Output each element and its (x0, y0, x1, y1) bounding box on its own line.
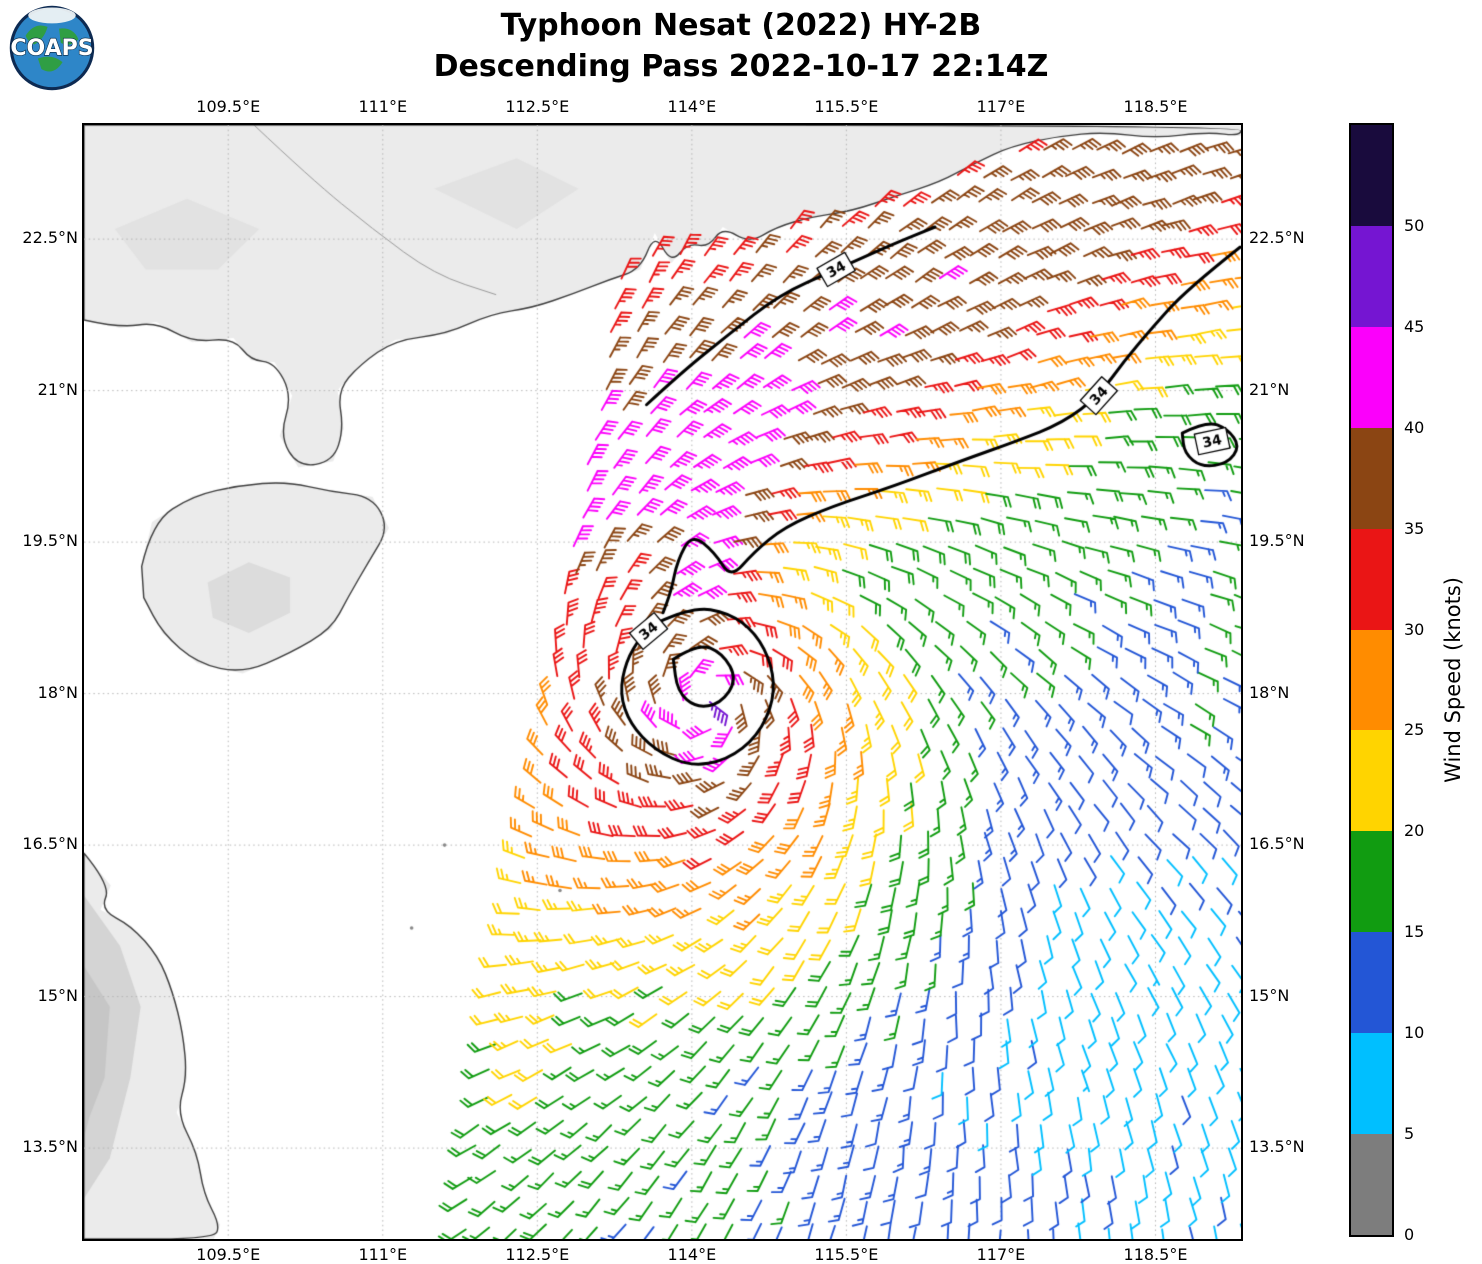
colorbar-tick-label: 40 (1404, 417, 1425, 437)
colorbar-segment (1351, 932, 1392, 1034)
x-tick-label-top: 114°E (667, 97, 717, 116)
colorbar-segment (1351, 730, 1392, 832)
x-tick-label-bottom: 112.5°E (505, 1245, 570, 1264)
colorbar-label-wrap: Wind Speed (knots) (1432, 123, 1474, 1237)
map-plot-frame (82, 123, 1243, 1241)
y-tick-label-left: 22.5°N (22, 228, 78, 248)
y-tick-label-right: 16.5°N (1249, 834, 1305, 854)
x-tick-label-bottom: 114°E (667, 1245, 717, 1264)
colorbar-tick-label: 15 (1404, 922, 1425, 942)
colorbar-segment (1351, 225, 1392, 327)
colorbar-segment (1351, 326, 1392, 428)
x-tick-label-bottom: 111°E (358, 1245, 408, 1264)
y-tick-label-left: 13.5°N (22, 1137, 78, 1157)
x-tick-label-top: 109.5°E (196, 97, 261, 116)
colorbar-tick-label: 30 (1404, 619, 1425, 639)
colorbar-segment (1351, 1033, 1392, 1135)
colorbar-tick-label: 0 (1404, 1225, 1415, 1244)
colorbar-tick-label: 10 (1404, 1023, 1425, 1043)
x-tick-label-bottom: 115.5°E (814, 1245, 879, 1264)
y-tick-label-left: 21°N (37, 379, 78, 399)
colorbar-tick-label: 45 (1404, 316, 1425, 336)
x-tick-label-bottom: 117°E (976, 1245, 1026, 1264)
y-tick-label-left: 16.5°N (22, 834, 78, 854)
y-tick-label-left: 15°N (37, 985, 78, 1005)
y-tick-label-right: 19.5°N (1249, 531, 1305, 551)
logo-landmass-west (25, 25, 48, 45)
wind-map-canvas (84, 125, 1241, 1239)
colorbar-segment (1351, 427, 1392, 529)
colorbar-segment (1351, 125, 1392, 226)
x-tick-label-top: 112.5°E (505, 97, 570, 116)
colorbar-segment (1351, 629, 1392, 731)
x-tick-label-bottom: 109.5°E (196, 1245, 261, 1264)
figure-title: Typhoon Nesat (2022) HY-2B Descending Pa… (0, 6, 1482, 87)
x-tick-label-bottom: 118.5°E (1123, 1245, 1188, 1264)
logo-polar-cap (28, 7, 76, 24)
colorbar-segment (1351, 528, 1392, 630)
y-tick-label-right: 15°N (1249, 985, 1290, 1005)
y-tick-label-right: 22.5°N (1249, 228, 1305, 248)
y-tick-label-right: 21°N (1249, 379, 1290, 399)
logo-text: COAPS (10, 36, 93, 61)
colorbar-tick-label: 5 (1404, 1124, 1415, 1144)
colorbar-segment (1351, 831, 1392, 933)
y-tick-label-right: 18°N (1249, 682, 1290, 702)
x-tick-label-top: 115.5°E (814, 97, 879, 116)
title-line-2: Descending Pass 2022-10-17 22:14Z (433, 48, 1049, 84)
y-tick-label-left: 18°N (37, 682, 78, 702)
x-tick-label-top: 117°E (976, 97, 1026, 116)
x-tick-label-top: 111°E (358, 97, 408, 116)
y-tick-label-right: 13.5°N (1249, 1137, 1305, 1157)
colorbar (1349, 123, 1394, 1237)
colorbar-tick-label: 25 (1404, 720, 1425, 740)
logo-landmass-east (59, 28, 79, 45)
colorbar-segment (1351, 1134, 1392, 1235)
logo-landmass-south (37, 56, 63, 72)
y-tick-label-left: 19.5°N (22, 531, 78, 551)
colorbar-tick-label: 35 (1404, 518, 1425, 538)
coaps-logo: COAPS (9, 5, 95, 91)
x-tick-label-top: 118.5°E (1123, 97, 1188, 116)
colorbar-tick-label: 20 (1404, 821, 1425, 841)
title-line-1: Typhoon Nesat (2022) HY-2B (500, 8, 982, 43)
colorbar-label: Wind Speed (knots) (1441, 577, 1465, 783)
colorbar-tick-label: 50 (1404, 215, 1425, 235)
